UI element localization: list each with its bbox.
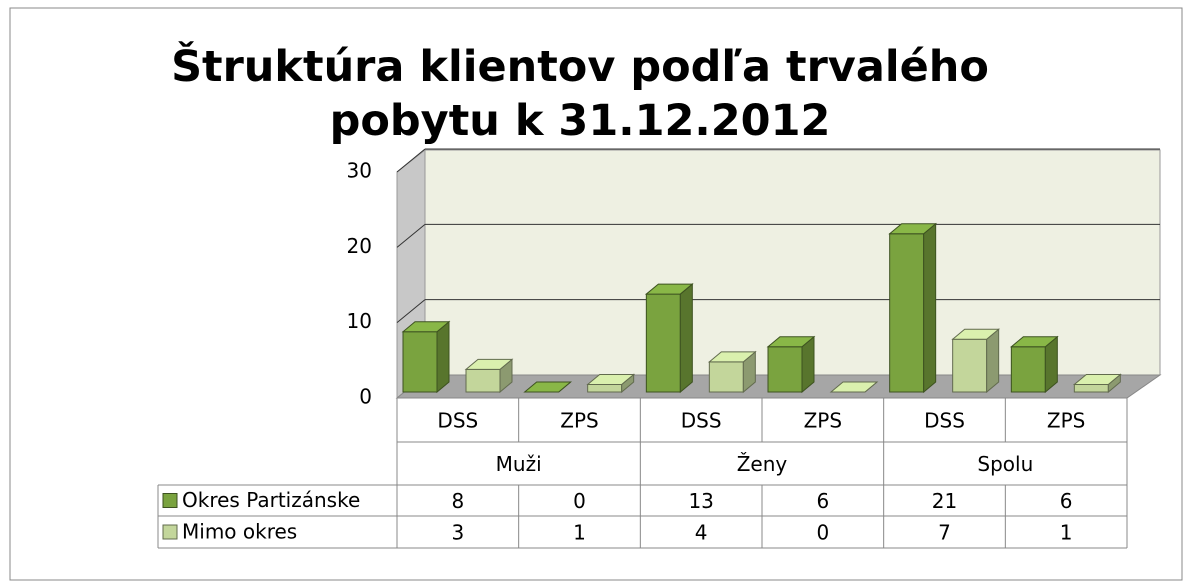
grid-line: [396, 223, 426, 248]
data-label: 1: [573, 521, 586, 545]
bar-side: [436, 320, 450, 394]
grid-line: [396, 148, 426, 173]
group-label: Muži: [496, 452, 542, 476]
bar-top: [523, 381, 573, 393]
bar-front: [1010, 346, 1046, 393]
data-label: 8: [451, 489, 464, 513]
grid-line: [396, 299, 426, 324]
data-label: 6: [1060, 489, 1073, 513]
bar-front: [1073, 383, 1109, 393]
bar-top: [766, 336, 816, 348]
bar: [829, 381, 879, 393]
bar: [951, 328, 1001, 394]
bar-side: [679, 282, 693, 394]
bar-top: [888, 223, 938, 235]
data-label: 21: [932, 489, 957, 513]
bar-top: [644, 283, 694, 295]
bar-front: [587, 383, 623, 393]
data-label: 13: [688, 489, 713, 513]
legend-swatch: [162, 493, 178, 508]
x-tick-label: ZPS: [1047, 409, 1085, 433]
data-label: 6: [816, 489, 829, 513]
bar-front: [465, 368, 501, 393]
data-label: 3: [451, 521, 464, 545]
bar: [1072, 373, 1122, 394]
bar-front: [402, 331, 438, 393]
data-label: 7: [938, 521, 951, 545]
bar-front: [708, 361, 744, 393]
bar-side: [923, 222, 937, 394]
bar-front: [767, 346, 803, 393]
bar-top: [951, 328, 1001, 340]
bar: [586, 373, 636, 394]
y-tick-label: 10: [347, 309, 372, 333]
bar-top: [586, 373, 636, 385]
group-label: Ženy: [737, 452, 788, 476]
bar: [523, 381, 573, 393]
bar: [888, 222, 938, 394]
data-label: 0: [573, 489, 586, 513]
x-tick-label: ZPS: [804, 409, 842, 433]
bar-front: [645, 293, 681, 393]
data-label: 4: [695, 521, 708, 545]
bar-top: [829, 381, 879, 393]
chart-title: Štruktúra klientov podľa trvalého pobytu…: [171, 42, 989, 146]
y-tick-label: 30: [347, 159, 372, 183]
bar: [401, 320, 451, 394]
x-tick-label: DSS: [437, 409, 478, 433]
bar-side: [986, 328, 1000, 394]
x-tick-label: DSS: [924, 409, 965, 433]
bar: [707, 350, 757, 394]
data-label: 1: [1060, 521, 1073, 545]
data-label: 0: [816, 521, 829, 545]
y-tick-label: 20: [347, 234, 372, 258]
bar-top: [1072, 373, 1122, 385]
x-tick-label: DSS: [681, 409, 722, 433]
bar: [464, 358, 514, 394]
bar: [1009, 335, 1059, 394]
bar: [766, 335, 816, 394]
group-label: Spolu: [977, 452, 1033, 476]
bar-top: [464, 358, 514, 370]
bar-top: [1009, 336, 1059, 348]
y-tick-label: 0: [359, 385, 372, 409]
bar-top: [707, 351, 757, 363]
bar-top: [401, 321, 451, 333]
legend-label: Okres Partizánske: [182, 488, 360, 512]
x-tick-label: ZPS: [560, 409, 598, 433]
bar-front: [889, 233, 925, 393]
bar: [644, 282, 694, 394]
legend-swatch: [162, 524, 178, 540]
bar-front: [952, 338, 988, 393]
legend-label: Mimo okres: [182, 520, 297, 544]
